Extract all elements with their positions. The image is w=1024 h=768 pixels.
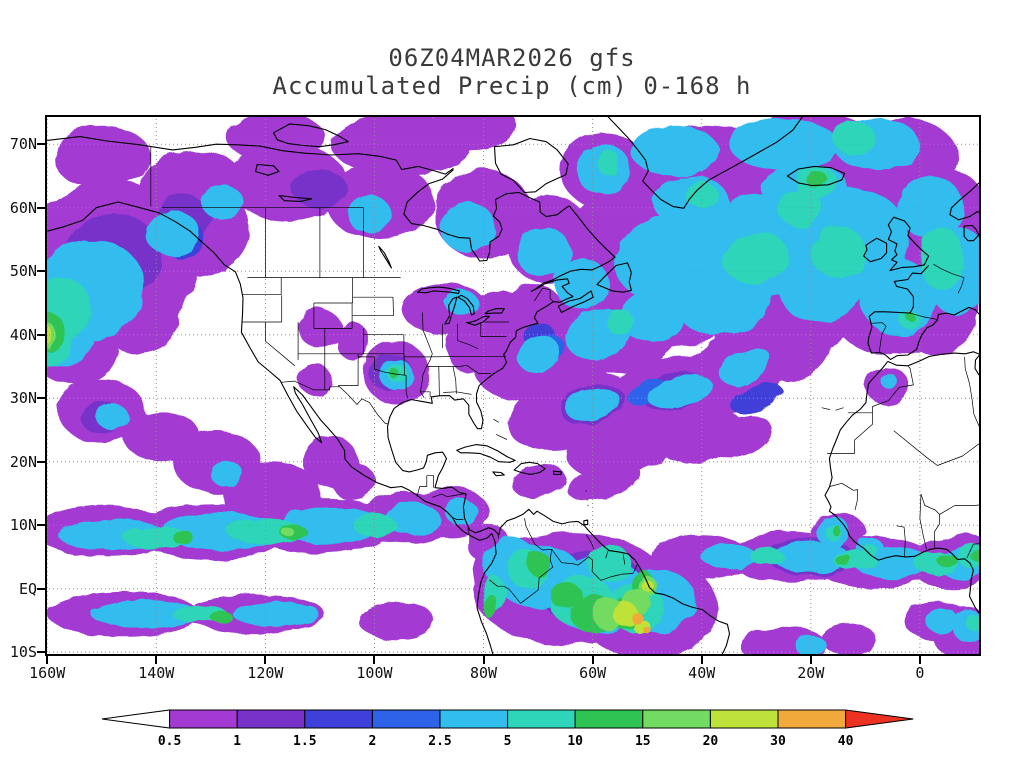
colorbar-right-arrow (845, 709, 914, 729)
chart-subtitle: Accumulated Precip (cm) 0-168 h (272, 72, 752, 100)
colorbar-segment (777, 709, 847, 729)
lat-tick-label: 60N (9, 198, 37, 217)
lat-tick-label: 40N (9, 325, 37, 344)
map-plot-area (45, 115, 981, 656)
lon-tick-label: 40W (688, 664, 716, 682)
colorbar-segment (574, 709, 644, 729)
lon-tick-mark (700, 656, 703, 664)
colorbar-segment (371, 709, 441, 729)
lon-tick-label: 140W (138, 664, 175, 682)
lon-tick-mark (918, 656, 921, 664)
lat-tick-label: 30N (9, 389, 37, 408)
colorbar-label: 30 (770, 734, 786, 749)
colorbar-segment (304, 709, 373, 729)
colorbar-label: 5 (504, 734, 512, 749)
colorbar: 0.5 1 1.5 2 2.5 5 10 15 20 30 40 (101, 709, 914, 749)
lat-tick-mark (37, 651, 45, 654)
colorbar-segment (236, 709, 306, 729)
lat-tick-mark (37, 587, 45, 590)
lon-tick-mark (46, 656, 49, 664)
colorbar-label: 40 (838, 734, 854, 749)
colorbar-label: 2 (368, 734, 376, 749)
lon-tick-mark (155, 656, 158, 664)
lon-tick-label: 0 (915, 664, 925, 682)
lat-tick-mark (37, 397, 45, 400)
colorbar-segment (439, 709, 509, 729)
lat-tick-label: 10N (9, 516, 37, 535)
precip-field (45, 115, 981, 656)
lon-tick-label: 60W (579, 664, 607, 682)
lat-tick-label: 20N (9, 452, 37, 471)
lon-tick-mark (482, 656, 485, 664)
lat-tick-label: 70N (9, 135, 37, 154)
lon-tick-label: 120W (247, 664, 284, 682)
lat-tick-mark (37, 524, 45, 527)
colorbar-segment (642, 709, 711, 729)
colorbar-label: 20 (703, 734, 719, 749)
chart-title: 06Z04MAR2026 gfs (388, 44, 636, 72)
lat-tick-mark (37, 333, 45, 336)
colorbar-segment (507, 709, 576, 729)
precip-map-canvas (45, 115, 981, 656)
colorbar-label: 10 (567, 734, 583, 749)
lat-tick-mark (37, 143, 45, 146)
plot-frame (45, 115, 981, 656)
lon-tick-label: 20W (797, 664, 825, 682)
colorbar-label: 0.5 (158, 734, 181, 749)
colorbar-label: 2.5 (428, 734, 451, 749)
political-borders (150, 146, 981, 604)
lon-tick-label: 100W (356, 664, 393, 682)
colorbar-segment (709, 709, 779, 729)
lat-tick-mark (37, 206, 45, 209)
lat-tick-label: EQ (18, 579, 37, 598)
lon-tick-label: 160W (29, 664, 66, 682)
lon-tick-mark (591, 656, 594, 664)
colorbar-label: 1 (233, 734, 241, 749)
lon-tick-label: 80W (469, 664, 498, 682)
colorbar-segment (169, 709, 238, 729)
coastlines (47, 115, 981, 656)
lat-tick-mark (37, 460, 45, 463)
lat-tick-mark (37, 270, 45, 273)
lon-tick-mark (373, 656, 376, 664)
colorbar-label: 1.5 (293, 734, 316, 749)
lat-tick-label: 10S (9, 643, 37, 662)
colorbar-label: 15 (635, 734, 651, 749)
lon-tick-mark (264, 656, 267, 664)
lon-tick-mark (809, 656, 812, 664)
colorbar-left-arrow (101, 709, 171, 729)
lat-tick-label: 50N (9, 262, 37, 281)
